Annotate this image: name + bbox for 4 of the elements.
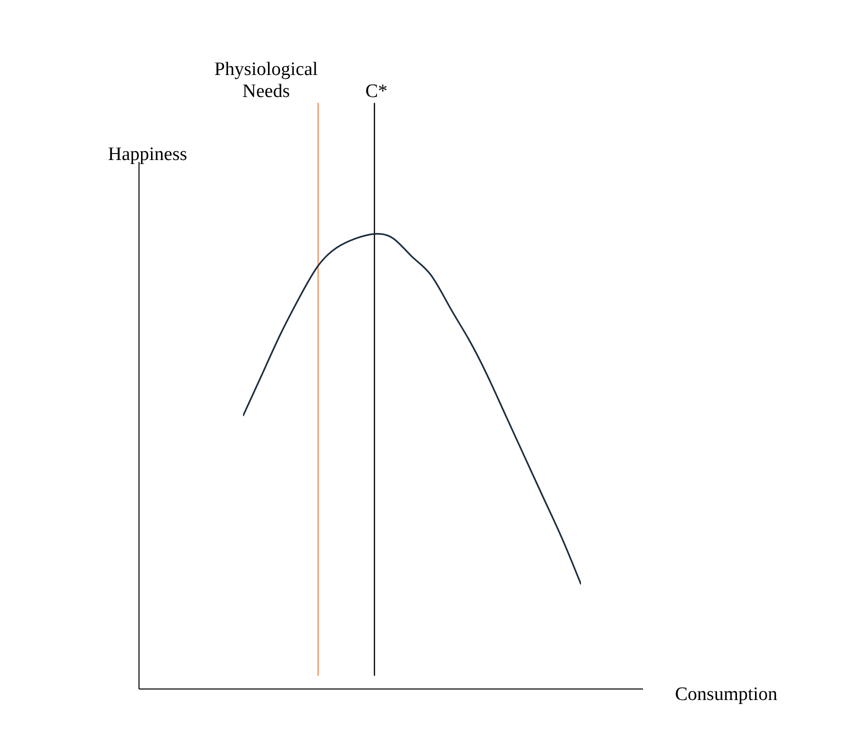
- y-axis-title: Happiness: [108, 144, 188, 166]
- text: C*: [365, 80, 388, 102]
- x-axis-title: Consumption: [675, 684, 778, 706]
- text: Physiological Needs: [214, 58, 318, 102]
